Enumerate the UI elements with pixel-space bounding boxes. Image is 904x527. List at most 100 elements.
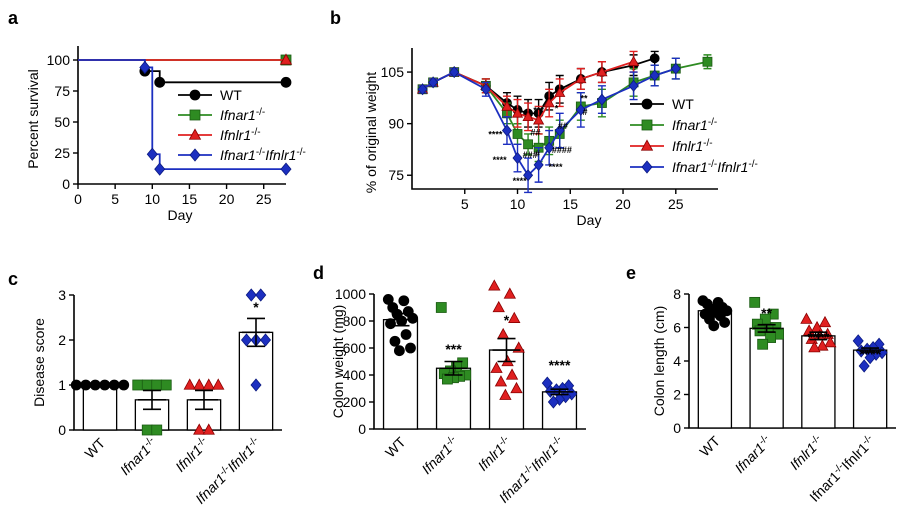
- series-point-dko: [501, 124, 512, 137]
- significance-annotation: ##: [558, 121, 568, 131]
- data-point-e: [708, 320, 720, 332]
- data-point-c: [259, 333, 272, 347]
- axis-b: [411, 48, 718, 190]
- data-point-e: [757, 338, 769, 350]
- data-point-d: [490, 361, 503, 373]
- data-point-d: [393, 345, 405, 357]
- data-point-c: [151, 379, 163, 391]
- series-point-ifnlr: [596, 66, 608, 77]
- data-point-c: [212, 378, 225, 390]
- data-point-e: [800, 312, 813, 324]
- series-point-dko: [512, 152, 523, 165]
- y-tick-label-d: 200: [343, 394, 367, 410]
- y-tick-label-b: 90: [388, 116, 404, 132]
- significance-e: ****: [807, 329, 829, 345]
- series-point-ifnlr: [501, 100, 513, 111]
- legend-label-ifnar: Ifnar1-/-: [220, 107, 265, 123]
- data-point-d: [496, 327, 510, 340]
- series-point-dko: [146, 147, 158, 161]
- x-tick-label-a: 15: [182, 191, 198, 207]
- y-axis-label-c: Disease score: [31, 318, 47, 407]
- data-point-d: [510, 381, 523, 394]
- legend-marker-ifnar: [641, 119, 653, 131]
- y-tick-label-c: 0: [58, 422, 66, 438]
- data-point-c: [193, 423, 206, 435]
- series-point-dko: [428, 76, 439, 89]
- x-category-label-e: Ifnar1-/-: [731, 433, 774, 476]
- x-tick-label-a: 25: [256, 191, 272, 207]
- x-tick-label-a: 0: [74, 191, 82, 207]
- data-point-c: [141, 379, 153, 391]
- legend-label-ifnlr: Ifnlr1-/-: [672, 138, 713, 154]
- significance-annotation: ###: [523, 150, 538, 160]
- panel-label-c: c: [8, 269, 18, 289]
- significance-annotation: #: [535, 148, 540, 158]
- error-bar-d: [545, 388, 574, 396]
- series-point-dko: [449, 66, 460, 79]
- data-point-e: [858, 359, 870, 373]
- data-point-d: [441, 373, 453, 385]
- data-point-c: [118, 379, 130, 391]
- x-category-label-e: WT: [696, 432, 723, 459]
- series-point-dko: [649, 69, 660, 82]
- legend-label-wt: WT: [220, 87, 242, 103]
- series-point-ifnlr: [279, 53, 293, 65]
- y-tick-label-e: 4: [673, 353, 681, 369]
- series-point-ifnlr: [627, 55, 640, 66]
- series-point-dko: [596, 93, 607, 106]
- x-tick-label-a: 10: [144, 191, 160, 207]
- series-point-ifnlr: [575, 72, 587, 84]
- significance-c: *: [253, 299, 259, 315]
- error-bar-c: [138, 389, 166, 411]
- data-point-e: [719, 317, 731, 328]
- significance-d: *: [504, 312, 510, 328]
- panel-b-weight-chart: 75 90 105 5 10 15 20 25 Day % of original weight *…: [363, 48, 758, 228]
- series-point-dko: [480, 83, 491, 96]
- legend-label-ifnar: Ifnar1-/-: [672, 117, 717, 133]
- x-tick-label-b: 15: [562, 196, 578, 212]
- x-category-label-d: Ifnar1-/-: [418, 434, 461, 477]
- y-tick-label-a: 100: [47, 52, 71, 68]
- x-tick-label-b: 10: [510, 196, 526, 212]
- y-axis-label-d: Colon weight (mg): [330, 305, 346, 419]
- y-tick-label-b: 75: [388, 167, 404, 183]
- series-point-wt: [649, 53, 660, 64]
- x-tick-label-b: 20: [615, 196, 631, 212]
- legend-marker-ifnlr: [640, 139, 654, 151]
- significance-annotation: ##: [530, 128, 540, 138]
- data-point-c: [202, 423, 215, 435]
- legend-marker-dko: [641, 160, 653, 174]
- error-bar-d: [492, 337, 521, 363]
- data-point-d: [503, 287, 517, 299]
- series-point-dko: [575, 103, 586, 116]
- series-line-wt: [78, 59, 286, 84]
- series-point-ifnlr: [543, 97, 555, 108]
- data-point-c: [151, 424, 163, 436]
- data-point-e: [824, 335, 837, 348]
- x-category-label-e: Ifnlr1-/-: [786, 433, 826, 473]
- x-tick-label-b: 5: [461, 196, 469, 212]
- y-axis-label-b: % of original weight: [363, 72, 379, 194]
- data-point-c: [141, 424, 153, 436]
- panel-label-d: d: [313, 263, 324, 283]
- series-point-ifnlr: [532, 114, 545, 125]
- y-tick-label-d: 800: [343, 313, 367, 329]
- bar-c-0: [82, 384, 118, 431]
- error-bar-d: [386, 312, 415, 327]
- data-point-d: [396, 315, 408, 327]
- bar-d-0: [382, 318, 419, 430]
- legend-label-ifnlr: Ifnlr1-/-: [220, 127, 261, 143]
- series-point-ifnlr: [522, 110, 534, 122]
- series-point-dko: [554, 124, 565, 137]
- data-point-d: [405, 342, 416, 354]
- data-point-d: [407, 312, 419, 324]
- error-bar-e: [804, 331, 833, 341]
- y-axis-label-e: Colon length (cm): [651, 306, 667, 417]
- x-tick-label-a: 20: [219, 191, 235, 207]
- data-point-c: [245, 288, 257, 302]
- data-point-c: [193, 378, 206, 390]
- significance-annotation: ####: [552, 145, 572, 155]
- significance-annotation: ****: [513, 176, 528, 186]
- error-bar-c: [190, 389, 218, 411]
